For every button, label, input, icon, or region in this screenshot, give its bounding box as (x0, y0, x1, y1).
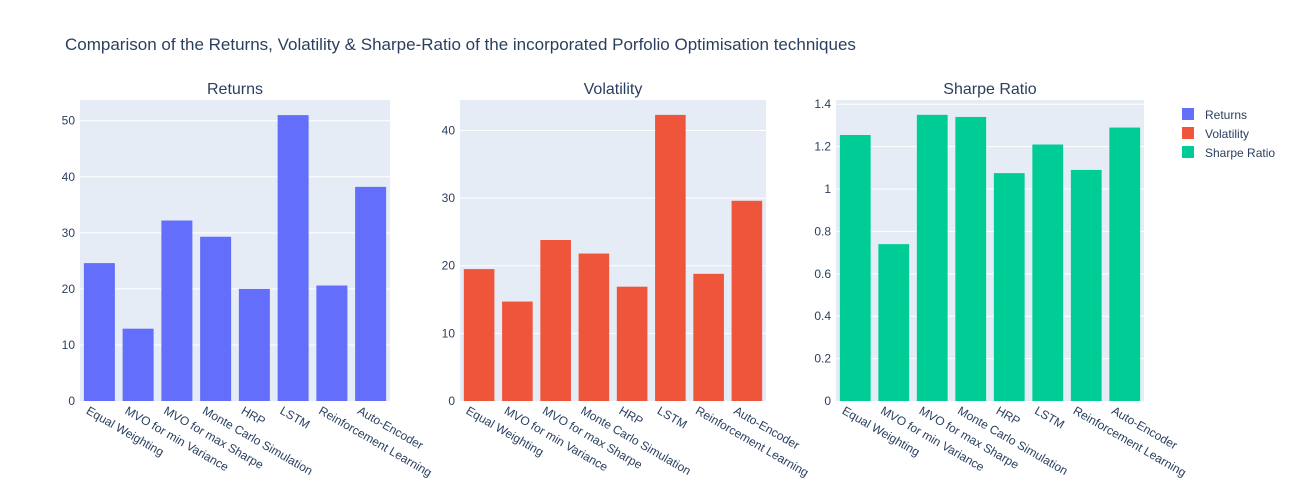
legend-item-volatility[interactable]: Volatility (1182, 127, 1249, 141)
returns-y-tick-label: 40 (62, 170, 76, 184)
volatility-bar-reinforcement-learning[interactable] (693, 273, 724, 401)
volatility-bar-hrp[interactable] (616, 286, 648, 401)
volatility-y-tick-label: 30 (442, 191, 456, 205)
legend-swatch-sharpe-ratio (1182, 146, 1194, 158)
returns-bar-equal-weighting[interactable] (83, 263, 115, 401)
returns-bar-lstm[interactable] (277, 115, 309, 401)
sharpe-ratio-bar-mvo-for-max-sharpe[interactable] (916, 114, 948, 402)
returns-subplot-title: Returns (207, 81, 263, 98)
returns-bar-hrp[interactable] (238, 288, 270, 401)
sharpe-ratio-bar-hrp[interactable] (993, 173, 1025, 401)
returns-bar-auto-encoder[interactable] (355, 186, 387, 401)
volatility-y-tick-label: 20 (442, 259, 456, 273)
sharpe-ratio-bar-mvo-for-min-variance[interactable] (878, 244, 910, 401)
volatility-y-tick-label: 40 (442, 123, 456, 137)
legend-label-returns: Returns (1205, 108, 1247, 122)
sharpe-ratio-bar-monte-carlo-simulation[interactable] (955, 116, 987, 401)
sharpe-ratio-subplot: 0 0.2 0.4 0.6 0.8 1 1.2 1.4 Equal WeightingMVO … (814, 81, 1188, 480)
legend: Returns Volatility Sharpe Ratio (1182, 108, 1275, 160)
sharpe-ratio-y-tick-label: 0.6 (814, 267, 831, 281)
volatility-bar-lstm[interactable] (655, 114, 686, 402)
volatility-subplot-title: Volatility (584, 81, 643, 98)
returns-bar-mvo-for-max-sharpe[interactable] (161, 220, 193, 401)
volatility-bar-mvo-for-min-variance[interactable] (502, 301, 533, 401)
returns-bars (83, 115, 387, 401)
legend-swatch-returns (1182, 108, 1194, 120)
volatility-y-tick-label: 0 (448, 394, 455, 408)
legend-swatch-volatility (1182, 127, 1194, 139)
sharpe-ratio-y-tick-label: 1.4 (814, 97, 831, 111)
sharpe-ratio-y-tick-label: 1.2 (814, 140, 831, 154)
volatility-bar-equal-weighting[interactable] (463, 269, 495, 401)
legend-item-returns[interactable]: Returns (1182, 108, 1247, 122)
sharpe-ratio-bar-lstm[interactable] (1032, 144, 1064, 401)
sharpe-ratio-y-tick-label: 0.8 (814, 224, 831, 238)
volatility-y-axis: 0 10 20 30 40 (442, 123, 456, 408)
volatility-bar-mvo-for-max-sharpe[interactable] (540, 240, 571, 401)
volatility-bar-auto-encoder[interactable] (731, 200, 763, 401)
returns-y-tick-label: 0 (68, 394, 75, 408)
returns-bar-mvo-for-min-variance[interactable] (122, 328, 154, 401)
volatility-bar-monte-carlo-simulation[interactable] (578, 253, 610, 401)
sharpe-ratio-x-tick-label: LSTM (1032, 403, 1067, 431)
sharpe-ratio-bar-equal-weighting[interactable] (839, 134, 871, 402)
returns-y-tick-label: 50 (62, 114, 76, 128)
volatility-y-tick-label: 10 (442, 326, 456, 340)
returns-y-tick-label: 30 (62, 226, 76, 240)
legend-item-sharpe-ratio[interactable]: Sharpe Ratio (1182, 146, 1275, 160)
legend-label-volatility: Volatility (1205, 127, 1249, 141)
returns-y-axis: 0 10 20 30 40 50 (62, 114, 76, 408)
returns-bar-reinforcement-learning[interactable] (316, 285, 348, 401)
sharpe-ratio-bars (839, 114, 1141, 402)
returns-y-tick-label: 20 (62, 282, 76, 296)
legend-label-sharpe-ratio: Sharpe Ratio (1205, 146, 1275, 160)
returns-bar-monte-carlo-simulation[interactable] (200, 236, 232, 401)
sharpe-ratio-bar-auto-encoder[interactable] (1109, 127, 1141, 401)
sharpe-ratio-subplot-title: Sharpe Ratio (943, 81, 1036, 98)
volatility-x-tick-label: LSTM (655, 403, 690, 431)
sharpe-ratio-bar-reinforcement-learning[interactable] (1070, 169, 1102, 401)
returns-x-tick-label: LSTM (278, 403, 313, 431)
sharpe-ratio-y-tick-label: 1 (824, 182, 831, 196)
sharpe-ratio-y-tick-label: 0.4 (814, 309, 831, 323)
sharpe-ratio-y-axis: 0 0.2 0.4 0.6 0.8 1 1.2 1.4 (814, 97, 831, 408)
volatility-bars (463, 114, 763, 402)
sharpe-ratio-y-tick-label: 0 (824, 394, 831, 408)
chart-title: Comparison of the Returns, Volatility & … (65, 35, 856, 54)
returns-y-tick-label: 10 (62, 338, 76, 352)
sharpe-ratio-y-tick-label: 0.2 (814, 352, 831, 366)
